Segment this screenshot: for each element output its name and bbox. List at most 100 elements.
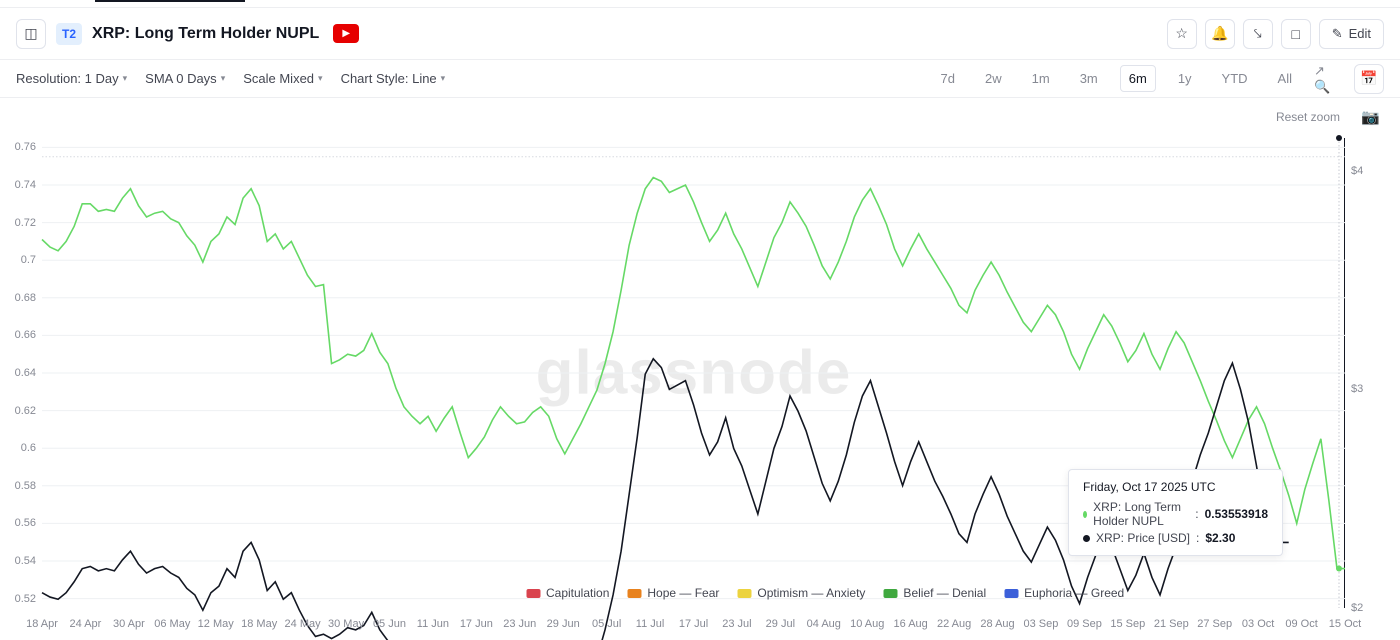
legend-item-hope-fear[interactable]: Hope — Fear (627, 586, 719, 600)
y-axis-left-tick: 0.62 (0, 405, 36, 417)
x-axis-tick: 10 Aug (850, 618, 884, 630)
tab-bar (0, 0, 1400, 8)
bell-icon: 🔔 (1211, 25, 1228, 42)
date-range-calendar-button[interactable]: 📅 (1354, 64, 1384, 94)
range-item-2w[interactable]: 2w (977, 66, 1010, 91)
copy-button[interactable]: □ (1281, 19, 1311, 49)
chevron-down-icon: ▾ (318, 73, 323, 84)
x-axis-tick: 30 Apr (113, 618, 145, 630)
tooltip-row-price: XRP: Price [USD]: $2.30 (1083, 531, 1268, 545)
legend-swatch-icon (883, 589, 897, 598)
x-axis-tick: 24 May (285, 618, 321, 630)
time-range-selector: 7d 2w 1m 3m 6m 1y YTD All ↗🔍 📅 (933, 64, 1384, 94)
x-axis-tick: 27 Sep (1197, 618, 1232, 630)
range-item-1m[interactable]: 1m (1024, 66, 1058, 91)
legend-label: Capitulation (546, 586, 609, 600)
edit-button[interactable]: ✎ Edit (1319, 19, 1384, 49)
youtube-icon[interactable]: ▶ (333, 24, 359, 43)
y-axis-left-tick: 0.54 (0, 555, 36, 567)
edit-icon: ✎ (1332, 26, 1343, 42)
tooltip-date: Friday, Oct 17 2025 UTC (1083, 480, 1268, 494)
x-axis-tick: 09 Sep (1067, 618, 1102, 630)
x-axis-tick: 23 Jun (503, 618, 536, 630)
y-axis-right-tick: $2 (1351, 602, 1383, 614)
legend-item-euphoria-greed[interactable]: Euphoria — Greed (1004, 586, 1124, 600)
active-tab-indicator (95, 0, 245, 2)
chart-style-dropdown[interactable]: Chart Style: Line ▾ (341, 71, 446, 86)
x-axis-tick: 15 Oct (1329, 618, 1361, 630)
chart-header: ◫ T2 XRP: Long Term Holder NUPL ▶ ☆ 🔔 ⤥ … (0, 8, 1400, 60)
x-axis-tick: 05 Jul (592, 618, 621, 630)
legend-item-capitulation[interactable]: Capitulation (526, 586, 609, 600)
y-axis-left-tick: 0.7 (0, 254, 36, 266)
x-axis-tick: 03 Sep (1024, 618, 1059, 630)
chart-canvas: Reset zoom 📷 glassnode Capitulation Hope … (0, 98, 1400, 640)
tooltip-dot-price (1083, 535, 1090, 542)
copy-icon: □ (1291, 26, 1299, 42)
scale-dropdown[interactable]: Scale Mixed ▾ (243, 71, 322, 86)
x-axis-tick: 18 Apr (26, 618, 58, 630)
legend-label: Euphoria — Greed (1024, 586, 1124, 600)
sidebar-toggle-button[interactable]: ◫ (16, 19, 46, 49)
x-axis-tick: 11 Jun (417, 618, 449, 630)
x-axis-tick: 03 Oct (1242, 618, 1274, 630)
range-item-3m[interactable]: 3m (1072, 66, 1106, 91)
y-axis-left-tick: 0.74 (0, 179, 36, 191)
candle-zone-legend: Capitulation Hope — Fear Optimism — Anxiet… (526, 586, 1124, 600)
legend-swatch-icon (526, 589, 540, 598)
x-axis-tick: 06 May (154, 618, 190, 630)
chevron-down-icon: ▾ (221, 73, 226, 84)
sidebar-icon: ◫ (24, 25, 37, 42)
sma-dropdown[interactable]: SMA 0 Days ▾ (145, 71, 225, 86)
calendar-icon: 📅 (1360, 70, 1377, 87)
y-axis-left-tick: 0.64 (0, 367, 36, 379)
camera-snapshot-icon[interactable]: 📷 (1361, 108, 1380, 126)
x-axis-tick: 29 Jun (547, 618, 580, 630)
legend-item-belief-denial[interactable]: Belief — Denial (883, 586, 986, 600)
legend-label: Belief — Denial (903, 586, 986, 600)
tooltip-dot-nupl (1083, 511, 1087, 518)
chevron-down-icon: ▾ (441, 73, 446, 84)
symbol-badge[interactable]: T2 (56, 23, 82, 45)
y-axis-left-tick: 0.76 (0, 141, 36, 153)
share-button[interactable]: ⤥ (1243, 19, 1273, 49)
y-axis-left-tick: 0.72 (0, 217, 36, 229)
x-axis-tick: 05 Jun (373, 618, 406, 630)
controls-bar: Resolution: 1 Day ▾ SMA 0 Days ▾ Scale M… (0, 60, 1400, 98)
range-item-1y[interactable]: 1y (1170, 66, 1200, 91)
range-item-7d[interactable]: 7d (933, 66, 963, 91)
legend-swatch-icon (737, 589, 751, 598)
share-icon: ⤥ (1254, 25, 1262, 42)
tooltip-row-nupl: XRP: Long Term Holder NUPL: 0.53553918 (1083, 500, 1268, 528)
chevron-down-icon: ▾ (123, 73, 128, 84)
legend-item-optimism-anxiety[interactable]: Optimism — Anxiety (737, 586, 865, 600)
favorite-star-button[interactable]: ☆ (1167, 19, 1197, 49)
range-item-ytd[interactable]: YTD (1214, 66, 1256, 91)
zoom-search-button[interactable]: ↗🔍 (1314, 66, 1340, 92)
resolution-dropdown[interactable]: Resolution: 1 Day ▾ (16, 71, 127, 86)
legend-label: Hope — Fear (647, 586, 719, 600)
x-axis-tick: 18 May (241, 618, 277, 630)
legend-label: Optimism — Anxiety (757, 586, 865, 600)
x-axis-tick: 17 Jul (679, 618, 708, 630)
notification-bell-button[interactable]: 🔔 (1205, 19, 1235, 49)
star-icon: ☆ (1175, 25, 1188, 42)
data-tooltip: Friday, Oct 17 2025 UTC XRP: Long Term H… (1068, 469, 1283, 556)
x-axis-tick: 24 Apr (70, 618, 102, 630)
x-axis-tick: 04 Aug (807, 618, 841, 630)
y-axis-left-tick: 0.66 (0, 329, 36, 341)
x-axis-tick: 28 Aug (980, 618, 1014, 630)
range-item-6m[interactable]: 6m (1120, 65, 1156, 92)
range-item-all[interactable]: All (1270, 66, 1300, 91)
plot-area: glassnode Capitulation Hope — Fear Optimis… (42, 138, 1345, 608)
x-axis-tick: 11 Jul (636, 618, 665, 630)
chart-settings-dropdowns: Resolution: 1 Day ▾ SMA 0 Days ▾ Scale M… (16, 71, 445, 86)
y-axis-left-tick: 0.68 (0, 292, 36, 304)
y-axis-left-tick: 0.58 (0, 480, 36, 492)
y-axis-right-tick: $3 (1351, 383, 1383, 395)
chart-title: XRP: Long Term Holder NUPL (92, 25, 319, 43)
reset-zoom-button[interactable]: Reset zoom (1276, 110, 1340, 124)
y-axis-left-tick: 0.6 (0, 442, 36, 454)
legend-swatch-icon (1004, 589, 1018, 598)
legend-swatch-icon (627, 589, 641, 598)
